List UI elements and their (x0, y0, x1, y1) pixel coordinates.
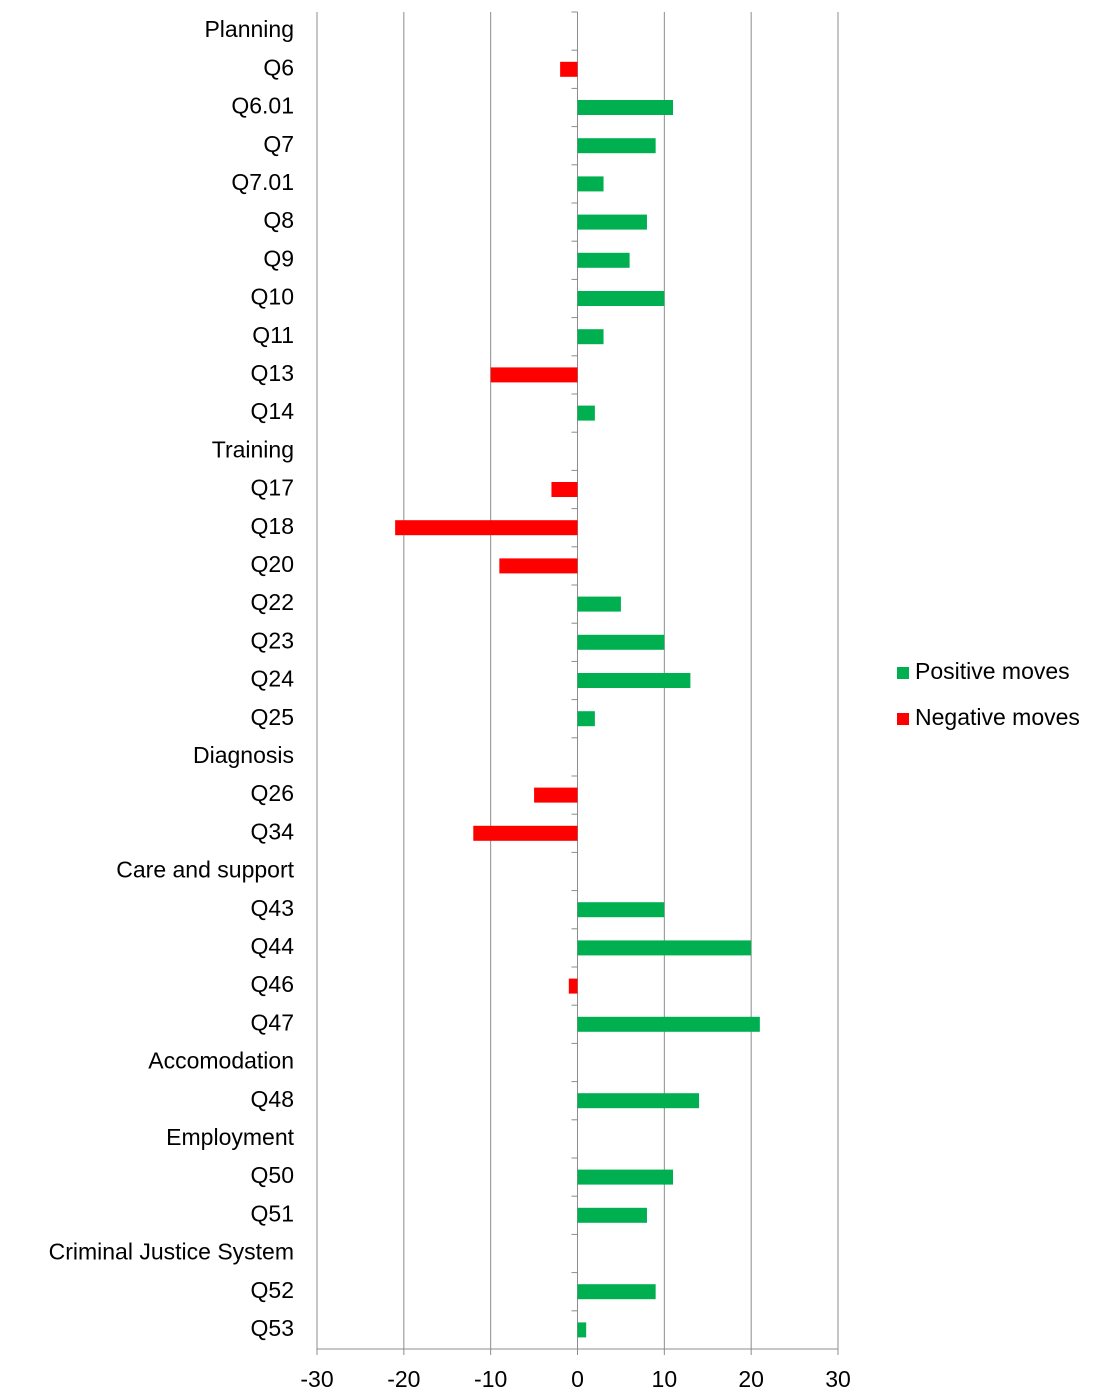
bar (577, 634, 665, 650)
bar (551, 482, 578, 497)
y-tick-label: Q26 (251, 780, 294, 806)
bar (577, 1322, 587, 1338)
bar (473, 825, 578, 841)
bar (577, 673, 691, 688)
bar (577, 138, 656, 154)
bar (577, 291, 665, 306)
bar (577, 1093, 700, 1109)
y-tick-label: Q20 (251, 551, 294, 577)
bar (577, 1169, 674, 1185)
y-tick-label: Q23 (251, 627, 294, 653)
y-tick-label: Q8 (263, 207, 294, 233)
y-tick-label: Q6.01 (231, 93, 294, 119)
y-tick-label: Q48 (251, 1086, 294, 1112)
y-tick-label: Q25 (251, 704, 294, 730)
y-tick-label: Diagnosis (193, 742, 294, 768)
y-tick-label: Criminal Justice System (49, 1239, 294, 1265)
y-tick-label: Q50 (251, 1162, 294, 1188)
y-tick-label: Q14 (251, 398, 295, 424)
bar (534, 787, 578, 803)
y-tick-label: Q47 (251, 1009, 294, 1035)
bar (577, 329, 604, 345)
legend-label: Positive moves (915, 658, 1070, 684)
y-tick-label: Employment (166, 1124, 294, 1150)
y-tick-label: Q17 (251, 475, 294, 501)
y-tick-label: Q22 (251, 589, 294, 615)
x-tick-label: 30 (825, 1366, 851, 1392)
y-tick-label: Planning (204, 16, 294, 42)
bar (560, 61, 578, 77)
bar (577, 1284, 656, 1300)
x-tick-label: -20 (387, 1366, 420, 1392)
legend-swatch (897, 667, 909, 679)
y-tick-label: Q46 (251, 971, 294, 997)
bar (577, 405, 595, 421)
y-tick-label: Q18 (251, 513, 294, 539)
y-tick-label: Q9 (263, 245, 294, 271)
y-tick-label: Q51 (251, 1200, 294, 1226)
bar (499, 558, 578, 574)
y-tick-label: Accomodation (148, 1048, 294, 1074)
y-tick-label: Q6 (263, 54, 294, 80)
y-tick-label: Training (212, 436, 294, 462)
y-tick-label: Q10 (251, 284, 294, 310)
legend-swatch (897, 713, 909, 725)
y-tick-label: Q43 (251, 895, 294, 921)
y-tick-label: Q44 (251, 933, 295, 959)
x-tick-label: 0 (571, 1366, 584, 1392)
bar (577, 940, 752, 956)
y-tick-label: Q52 (251, 1277, 294, 1303)
bar (395, 520, 578, 536)
y-tick-label: Q11 (252, 322, 294, 348)
bar (577, 596, 621, 612)
x-tick-label: -30 (300, 1366, 333, 1392)
bar (577, 1016, 760, 1032)
bar (577, 252, 630, 268)
x-tick-label: 10 (652, 1366, 678, 1392)
y-tick-label: Q13 (251, 360, 294, 386)
bar (577, 1207, 647, 1223)
y-tick-label: Q7 (263, 131, 294, 157)
bar (577, 711, 595, 727)
bar (577, 176, 604, 192)
bar (577, 214, 647, 230)
y-tick-label: Q34 (251, 818, 295, 844)
y-tick-label: Q53 (251, 1315, 294, 1341)
legend-label: Negative moves (915, 704, 1080, 730)
x-tick-label: -10 (474, 1366, 507, 1392)
y-tick-label: Care and support (116, 857, 294, 883)
y-tick-label: Q24 (251, 666, 295, 692)
x-tick-label: 20 (738, 1366, 764, 1392)
bar (490, 367, 578, 383)
bar (577, 902, 665, 918)
y-tick-label: Q7.01 (231, 169, 294, 195)
bar (577, 100, 674, 115)
bar (568, 978, 578, 994)
